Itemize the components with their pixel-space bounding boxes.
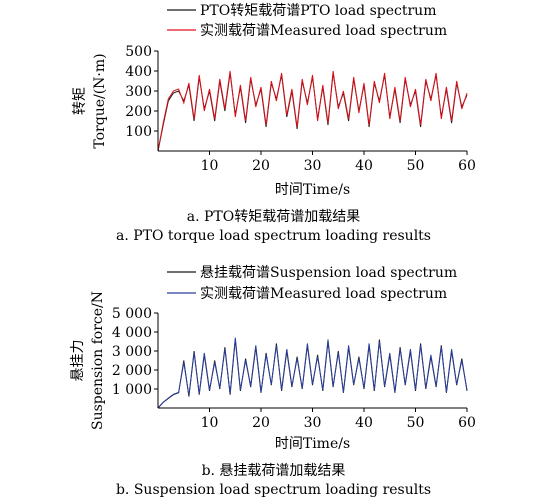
caption-a-zh: a. PTO转矩载荷谱加载结果 — [186, 209, 361, 225]
x-tick-label: 10 — [201, 415, 219, 431]
x-axis-label: 时间Time/s — [275, 182, 350, 198]
x-tick-label: 40 — [355, 158, 373, 174]
y-tick-label: 1 000 — [112, 382, 152, 398]
x-axis-label: 时间Time/s — [275, 436, 350, 452]
y-tick-label: 400 — [125, 64, 152, 80]
caption-a-en: a. PTO torque load spectrum loading resu… — [116, 228, 431, 244]
y-tick-label: 2 000 — [112, 363, 152, 379]
y-axis-label-en: Torque/(N·m) — [92, 53, 108, 148]
y-tick-label: 300 — [125, 84, 152, 100]
y-axis-label-en: Suspension force/N — [90, 291, 106, 430]
legend-label: 悬挂载荷谱Suspension load spectrum — [200, 265, 457, 281]
x-tick-label: 50 — [407, 158, 425, 174]
legend-label: 实测载荷谱Measured load spectrum — [200, 286, 447, 302]
x-tick-label: 50 — [407, 415, 425, 431]
legend-label: PTO转矩载荷谱PTO load spectrum — [200, 3, 436, 19]
x-tick-label: 20 — [252, 415, 270, 431]
x-tick-label: 40 — [355, 415, 373, 431]
y-tick-label: 4 000 — [112, 325, 152, 341]
y-tick-label: 100 — [125, 124, 152, 140]
x-tick-label: 60 — [458, 158, 476, 174]
y-axis-label-zh: 转矩 — [72, 87, 88, 115]
x-tick-label: 10 — [201, 158, 219, 174]
chart-suspension: 10 20 30 40 50 60 1 000 2 000 3 000 4 000 5 000 时间T… — [70, 265, 476, 452]
y-tick-label: 3 000 — [112, 344, 152, 360]
y-tick-label: 200 — [125, 104, 152, 120]
caption-b-zh: b. 悬挂载荷谱加载结果 — [201, 463, 346, 479]
y-tick-label: 5 000 — [112, 306, 152, 322]
x-tick-label: 20 — [252, 158, 270, 174]
series-line-1 — [157, 339, 468, 409]
series-line-1 — [157, 72, 468, 152]
legend-label: 实测载荷谱Measured load spectrum — [200, 23, 447, 39]
y-axis-label-zh: 悬挂力 — [70, 340, 86, 382]
series-line-2 — [157, 337, 468, 409]
caption-b-en: b. Suspension load spectrum loading resu… — [115, 482, 432, 498]
x-tick-label: 30 — [304, 158, 322, 174]
chart-torque: 10 20 30 40 50 60 100 200 300 400 500 时间Time/s 转矩 Tor… — [72, 3, 476, 198]
x-tick-label: 60 — [458, 415, 476, 431]
y-tick-label: 500 — [125, 44, 152, 60]
x-tick-label: 30 — [304, 415, 322, 431]
series-line-2 — [157, 70, 468, 152]
